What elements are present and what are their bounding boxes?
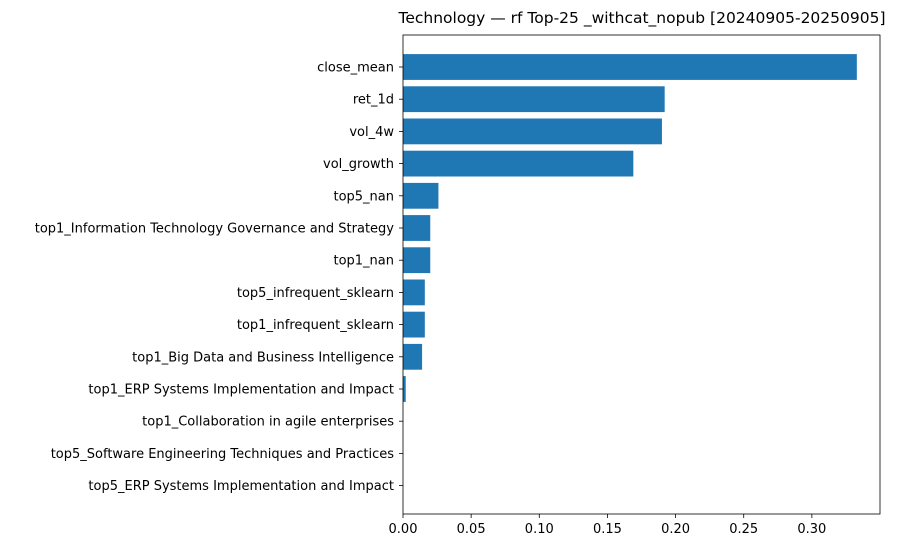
bar-5 bbox=[403, 182, 439, 209]
y-tick-label: top1_Collaboration in agile enterprises bbox=[142, 415, 394, 430]
y-tick-label: top5_nan bbox=[333, 189, 394, 204]
axes-layer: close_mean ret_1d vol_4w vol_growth top5_nan… bbox=[35, 34, 881, 537]
y-tick-label: top5_Software Engineering Techniques and… bbox=[51, 447, 395, 462]
bar-8 bbox=[403, 279, 425, 306]
y-tick-label: close_mean bbox=[317, 61, 394, 76]
x-tick-label: 0.05 bbox=[457, 522, 486, 537]
bar-3 bbox=[403, 118, 662, 145]
y-tick-label: top1_Information Technology Governance a… bbox=[35, 222, 395, 237]
bars-layer bbox=[403, 54, 857, 402]
x-tick-label: 0.25 bbox=[729, 522, 758, 537]
bar-1 bbox=[403, 54, 857, 80]
bar-6 bbox=[403, 215, 431, 241]
y-tick-label: vol_4w bbox=[349, 125, 394, 140]
x-tick-label: 0.10 bbox=[525, 522, 554, 537]
y-tick-label: vol_growth bbox=[323, 157, 394, 172]
x-tick-label: 0.20 bbox=[661, 522, 690, 537]
y-tick-label: top1_infrequent_sklearn bbox=[237, 318, 394, 333]
y-tick-label: top1_Big Data and Business Intelligence bbox=[132, 350, 394, 365]
plot-frame bbox=[402, 34, 881, 515]
bar-10 bbox=[403, 343, 423, 370]
bar-2 bbox=[403, 86, 665, 113]
y-tick-label: top1_nan bbox=[333, 254, 394, 269]
x-tick-label: 0.00 bbox=[389, 522, 418, 537]
bar-4 bbox=[403, 150, 634, 177]
bar-11 bbox=[403, 376, 406, 402]
bar-9 bbox=[403, 311, 425, 338]
y-tick-label: ret_1d bbox=[353, 93, 394, 108]
bar-7 bbox=[403, 247, 431, 274]
y-tick-label: top5_ERP Systems Implementation and Impa… bbox=[88, 479, 394, 494]
x-tick-label: 0.15 bbox=[593, 522, 622, 537]
x-tick-label: 0.30 bbox=[797, 522, 826, 537]
y-tick-label: top1_ERP Systems Implementation and Impa… bbox=[88, 383, 394, 398]
y-tick-label: top5_infrequent_sklearn bbox=[237, 286, 394, 301]
chart-title: Technology — rf Top-25 _withcat_nopub [2… bbox=[397, 9, 885, 28]
